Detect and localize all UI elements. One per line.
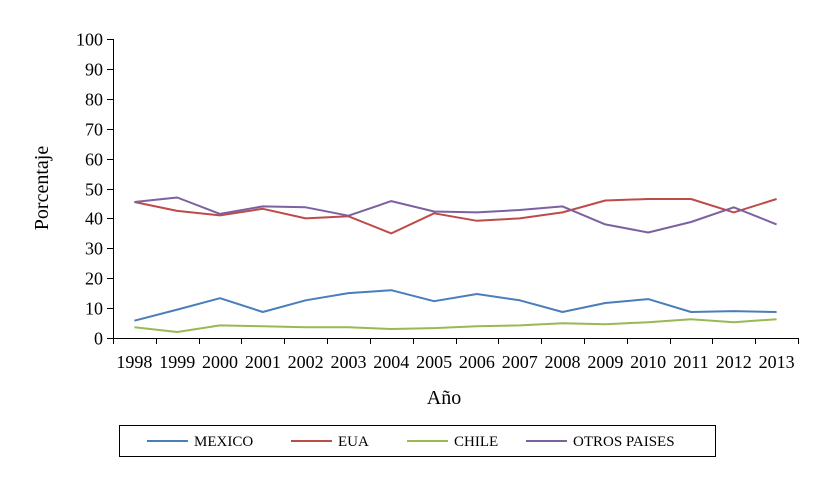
y-axis-title: Porcentaje [31, 146, 53, 231]
x-tick-label: 2006 [459, 352, 495, 372]
y-tick-label: 90 [85, 60, 103, 80]
x-tick-label: 2003 [330, 352, 366, 372]
y-tick-label: 100 [76, 30, 103, 50]
y-tick-label: 30 [85, 239, 103, 259]
legend-label: OTROS PAISES [573, 434, 675, 450]
x-tick-label: 2012 [716, 352, 752, 372]
x-tick-label: 2002 [288, 352, 324, 372]
y-tick-label: 80 [85, 90, 103, 110]
x-tick-label: 2000 [202, 352, 238, 372]
x-tick-label: 2007 [502, 352, 538, 372]
x-tick-label: 2011 [673, 352, 708, 372]
x-tick-label: 1999 [159, 352, 195, 372]
x-tick-label: 1998 [116, 352, 152, 372]
y-tick-label: 60 [85, 150, 103, 170]
series-line-eua [134, 198, 777, 235]
legend-label: CHILE [454, 434, 498, 450]
x-tick-label: 2008 [545, 352, 581, 372]
y-tick-label: 40 [85, 209, 103, 229]
x-tick-label: 2013 [759, 352, 795, 372]
plot-area: 0 10 20 30 40 50 60 70 80 90 100 1998 1999 2000 2001 20… [76, 30, 799, 372]
x-axis-title: Año [427, 387, 461, 409]
legend-label: EUA [338, 434, 369, 450]
y-tick-label: 10 [85, 299, 103, 319]
series-line-mexico [134, 289, 777, 322]
x-tick-label: 2005 [416, 352, 452, 372]
x-tick-label: 2009 [587, 352, 623, 372]
series-line-chile [134, 318, 777, 333]
y-tick-label: 20 [85, 269, 103, 289]
y-tick-label: 0 [94, 329, 103, 349]
x-tick-label: 2004 [373, 352, 409, 372]
x-tick-label: 2010 [630, 352, 666, 372]
series-line-otros-paises [134, 196, 777, 234]
y-tick-label: 70 [85, 120, 103, 140]
x-tick-label: 2001 [245, 352, 281, 372]
legend-label: MEXICO [194, 434, 253, 450]
legend: MEXICO EUA CHILE OTROS PAISES [119, 425, 716, 457]
y-tick-label: 50 [85, 180, 103, 200]
